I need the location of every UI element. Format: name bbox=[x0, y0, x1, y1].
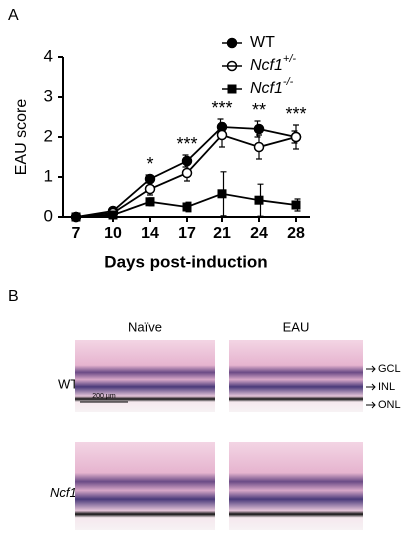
y-tick-label: 3 bbox=[44, 86, 53, 105]
legend-sup: -/- bbox=[283, 76, 294, 88]
x-tick-label: 14 bbox=[141, 225, 159, 242]
marker bbox=[253, 123, 265, 135]
marker bbox=[291, 200, 301, 210]
row-label: WT bbox=[58, 376, 78, 391]
column-label: EAU bbox=[283, 319, 310, 334]
y-tick-label: 4 bbox=[44, 46, 53, 65]
marker bbox=[108, 210, 118, 220]
marker bbox=[181, 167, 193, 179]
y-tick-label: 0 bbox=[44, 206, 53, 225]
x-tick-label: 24 bbox=[250, 225, 268, 242]
marker bbox=[181, 155, 193, 167]
significance-label: *** bbox=[211, 98, 232, 118]
x-tick-label: 21 bbox=[213, 225, 231, 242]
histology-image bbox=[75, 340, 215, 412]
x-tick-label: 17 bbox=[178, 225, 196, 242]
legend-name: WT bbox=[250, 34, 275, 51]
legend-sup: +/- bbox=[283, 53, 296, 65]
layer-arrows bbox=[366, 365, 376, 409]
marker bbox=[254, 195, 264, 205]
marker bbox=[182, 202, 192, 212]
marker bbox=[144, 173, 156, 185]
histology-image bbox=[75, 442, 215, 530]
panel-label: B bbox=[8, 288, 19, 305]
marker bbox=[217, 189, 227, 199]
y-tick-label: 1 bbox=[44, 166, 53, 185]
y-tick-label: 2 bbox=[44, 126, 53, 145]
layer-label: ONL bbox=[378, 399, 401, 411]
x-tick-label: 7 bbox=[72, 225, 81, 242]
histology-image bbox=[229, 340, 363, 412]
legend-label: Ncf1-/- bbox=[250, 76, 294, 97]
scale-bar-label: 200 µm bbox=[92, 393, 116, 400]
column-label: Naïve bbox=[128, 319, 162, 334]
significance-label: * bbox=[146, 154, 153, 174]
significance-label: *** bbox=[285, 104, 306, 124]
significance-label: ** bbox=[252, 100, 266, 120]
legend-name: Ncf1 bbox=[250, 80, 283, 97]
panel-label: A bbox=[8, 7, 19, 24]
marker bbox=[290, 131, 302, 143]
x-tick-label: 28 bbox=[287, 225, 305, 242]
row-label-main: Ncf1 bbox=[50, 485, 77, 500]
marker bbox=[145, 197, 155, 207]
marker bbox=[216, 129, 228, 141]
legend-label: Ncf1+/- bbox=[250, 53, 296, 74]
significance-label: *** bbox=[176, 134, 197, 154]
layer-label: INL bbox=[378, 381, 395, 393]
x-tick-label: 10 bbox=[104, 225, 122, 242]
legend-name: Ncf1 bbox=[250, 57, 283, 74]
layer-label: GCL bbox=[378, 363, 401, 375]
layer-labels: GCL INL ONL bbox=[366, 363, 401, 411]
histology-image bbox=[229, 442, 363, 530]
marker bbox=[71, 212, 81, 222]
y-axis-label: EAU score bbox=[13, 99, 30, 176]
x-axis-label: Days post-induction bbox=[104, 252, 267, 271]
marker bbox=[253, 141, 265, 153]
marker bbox=[144, 183, 156, 195]
legend-label: WT bbox=[250, 34, 275, 51]
